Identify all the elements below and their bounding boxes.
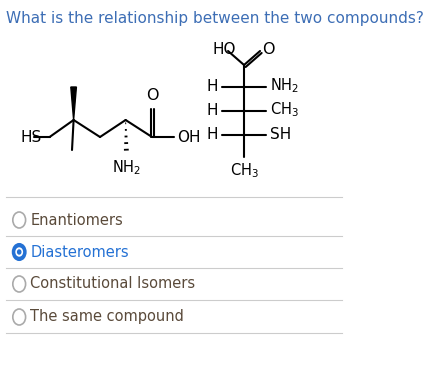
Text: CH$_3$: CH$_3$ — [229, 161, 258, 180]
Text: HO: HO — [211, 42, 235, 57]
Text: The same compound: The same compound — [30, 310, 184, 325]
Text: H: H — [207, 102, 218, 117]
Text: NH$_2$: NH$_2$ — [112, 158, 141, 177]
Text: HS: HS — [21, 129, 42, 144]
Text: O: O — [146, 88, 159, 103]
Circle shape — [16, 248, 23, 256]
Text: Diasteromers: Diasteromers — [30, 244, 129, 259]
Text: What is the relationship between the two compounds?: What is the relationship between the two… — [7, 11, 423, 26]
Text: H: H — [207, 127, 218, 142]
Text: Constitutional Isomers: Constitutional Isomers — [30, 276, 195, 291]
Circle shape — [13, 244, 26, 260]
Text: NH$_2$: NH$_2$ — [269, 77, 298, 95]
Text: CH$_3$: CH$_3$ — [269, 100, 298, 119]
Text: H: H — [207, 79, 218, 94]
Text: O: O — [262, 42, 274, 57]
Circle shape — [17, 250, 21, 254]
Text: SH: SH — [269, 127, 290, 142]
Text: Enantiomers: Enantiomers — [30, 213, 123, 228]
Polygon shape — [71, 87, 76, 120]
Text: OH: OH — [176, 129, 200, 144]
